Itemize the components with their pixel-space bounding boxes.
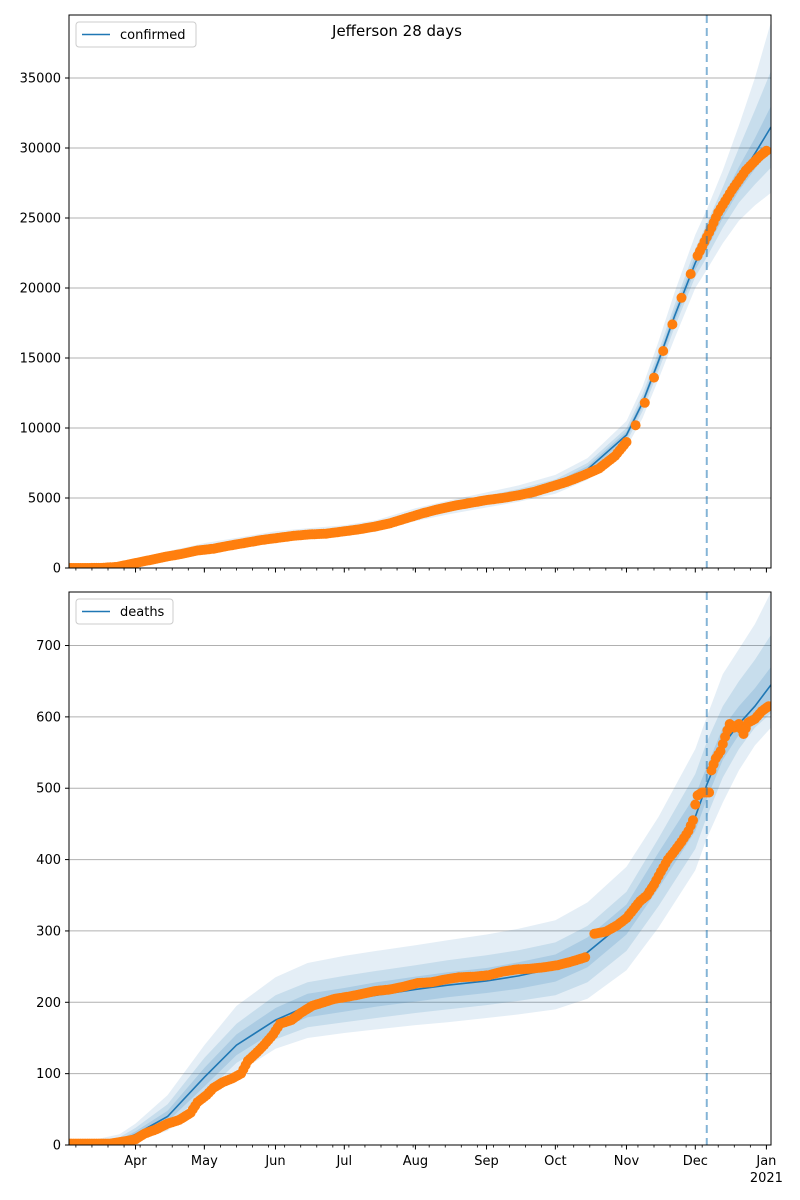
deaths-axes-frame <box>68 591 772 1146</box>
deaths-observed-point <box>580 952 591 963</box>
deaths-observed-points <box>69 701 771 1145</box>
deaths-x-tick-label: May <box>191 1154 218 1169</box>
deaths-plot-area <box>69 592 771 1145</box>
deaths-x-tick-label: Jul <box>335 1154 352 1169</box>
confirmed-axes-frame <box>68 14 772 569</box>
deaths-y-tick-label: 200 <box>36 996 61 1011</box>
deaths-y-tick-label: 700 <box>36 639 61 654</box>
deaths-observed-point <box>688 815 698 826</box>
deaths-y-tick-label: 100 <box>36 1067 61 1082</box>
deaths-x-tick-label: Jun <box>264 1154 285 1169</box>
confirmed-observed-point <box>639 397 650 408</box>
deaths-y-tick-label: 300 <box>36 924 61 939</box>
deaths-y-tick-label: 400 <box>36 853 61 868</box>
confirmed-y-tick-label: 5000 <box>28 492 61 507</box>
confirmed-legend-label: confirmed <box>120 28 186 43</box>
deaths-x-tick-label: Nov <box>614 1154 640 1169</box>
deaths-x-tick-label: Dec <box>683 1154 708 1169</box>
deaths-x-tick-label: Apr <box>124 1154 147 1169</box>
deaths-x-tick-label: Jan <box>755 1154 776 1169</box>
deaths-x-tick-label: Sep <box>474 1154 499 1169</box>
confirmed-legend: confirmed <box>75 21 197 48</box>
confirmed-legend-box <box>75 21 197 48</box>
deaths-panel: 0 100 200 300 400 500 600 700 Apr May Jun Jul Aug Sep… <box>36 591 783 1186</box>
confirmed-observed-point <box>761 145 771 156</box>
confirmed-plot-area <box>69 22 771 568</box>
confirmed-observed-point <box>649 372 659 383</box>
deaths-model-line <box>69 684 771 1145</box>
deaths-y-tick-label: 500 <box>36 782 61 797</box>
confirmed-panel: 0 5000 10000 15000 20000 25000 30000 35000 confi… <box>20 14 772 577</box>
deaths-band-1 <box>69 592 771 1145</box>
confirmed-x-axis <box>75 568 767 573</box>
deaths-x-year-label: 2021 <box>750 1171 783 1186</box>
deaths-y-axis: 0 100 200 300 400 500 600 700 <box>36 639 69 1154</box>
confirmed-y-tick-label: 25000 <box>20 212 61 227</box>
confirmed-y-tick-label: 35000 <box>20 72 61 87</box>
confirmed-y-tick-label: 10000 <box>20 422 61 437</box>
deaths-gridlines <box>69 645 771 1075</box>
confirmed-y-tick-label: 0 <box>53 562 61 577</box>
deaths-band-2 <box>69 634 771 1145</box>
deaths-observed-point <box>763 701 771 712</box>
confirmed-observed-points <box>69 145 771 568</box>
figure-title: Jefferson 28 days <box>331 22 462 40</box>
confirmed-y-tick-label: 30000 <box>20 142 61 157</box>
deaths-legend: deaths <box>75 598 174 625</box>
deaths-y-tick-label: 600 <box>36 710 61 725</box>
deaths-legend-box <box>75 598 174 625</box>
deaths-legend-label: deaths <box>120 605 165 620</box>
confirmed-y-tick-label: 20000 <box>20 282 61 297</box>
deaths-x-tick-label: Oct <box>544 1154 566 1169</box>
confirmed-observed-point <box>667 319 678 330</box>
deaths-y-tick-label: 0 <box>53 1139 61 1154</box>
deaths-observed-point <box>690 799 701 810</box>
confirmed-observed-point <box>621 437 632 447</box>
confirmed-observed-point <box>685 269 696 279</box>
deaths-observed-point <box>704 787 715 798</box>
confirmed-gridlines <box>69 77 771 499</box>
deaths-x-tick-label: Aug <box>403 1154 428 1169</box>
confirmed-observed-point <box>630 420 641 431</box>
confirmed-observed-point <box>676 292 687 303</box>
deaths-x-axis: Apr May Jun Jul Aug Sep Oct Nov Dec Jan 2021 <box>75 1145 783 1186</box>
confirmed-observed-point <box>658 346 669 356</box>
confirmed-y-axis: 0 5000 10000 15000 20000 25000 30000 35000 <box>20 72 69 577</box>
confirmed-y-tick-label: 15000 <box>20 352 61 367</box>
